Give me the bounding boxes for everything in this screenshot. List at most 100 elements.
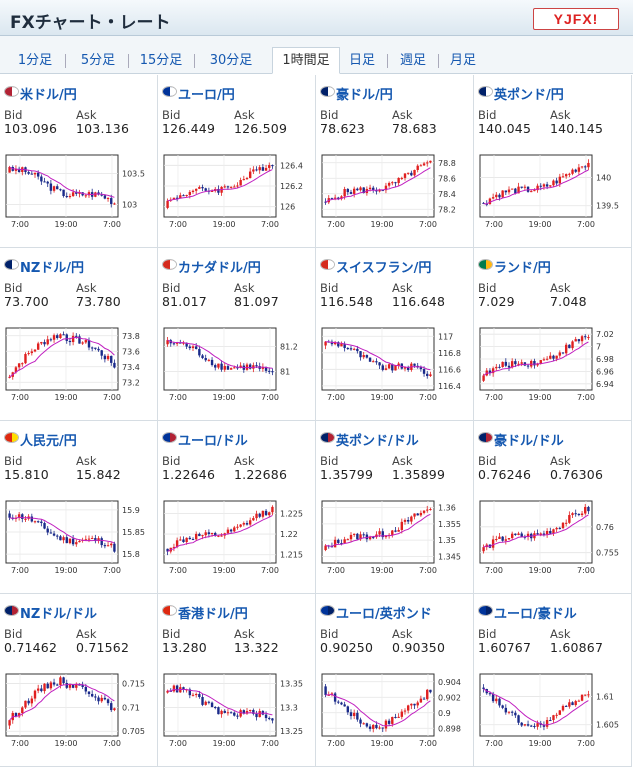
pair-link[interactable]: 香港ドル/円 bbox=[178, 607, 248, 622]
pair-link[interactable]: ランド/円 bbox=[494, 261, 551, 276]
mini-chart[interactable]: 103.5 103 7:00 19:00 7:00 bbox=[0, 147, 158, 239]
pair-link[interactable]: ユーロ/英ポンド bbox=[336, 607, 432, 622]
pair-link[interactable]: 豪ドル/ドル bbox=[494, 434, 564, 449]
candle-body bbox=[217, 707, 220, 715]
y-tick-label: 13.25 bbox=[280, 727, 303, 736]
candlestick-chart: 73.873.673.473.27:00 19:00 7:00 bbox=[5, 327, 140, 402]
candle-body bbox=[106, 198, 110, 200]
x-tick-label: 7:00 bbox=[261, 739, 279, 748]
candle-body bbox=[191, 539, 195, 541]
currency-flag-icon bbox=[4, 432, 19, 443]
pair-link[interactable]: NZドル/円 bbox=[20, 261, 85, 276]
candle-body bbox=[349, 348, 353, 350]
candle-body bbox=[340, 343, 343, 347]
candle-body bbox=[574, 339, 577, 342]
tab-0[interactable]: 1分足 bbox=[17, 53, 53, 68]
mini-chart[interactable]: 1.225 1.22 1.215 7:00 19:00 7:00 bbox=[158, 493, 316, 585]
mini-chart[interactable]: 140 139.5 7:00 19:00 7:00 bbox=[474, 147, 632, 239]
mini-chart[interactable]: 117 116.8 116.6 116.4 7:00 19:00 7:00 bbox=[316, 320, 474, 412]
y-tick-label: 0.902 bbox=[438, 693, 461, 702]
mini-chart[interactable]: 13.35 13.3 13.25 7:00 19:00 7:00 bbox=[158, 666, 316, 758]
mini-chart[interactable]: 73.8 73.6 73.4 73.2 7:00 19:00 7:00 bbox=[0, 320, 158, 412]
candle-body bbox=[349, 192, 353, 194]
x-tick-label: 7:00 bbox=[419, 393, 437, 402]
candle-body bbox=[204, 188, 207, 191]
candle-body bbox=[587, 694, 590, 696]
pair-link[interactable]: NZドル/ドル bbox=[20, 607, 98, 622]
mini-chart[interactable]: 1.61 1.605 7:00 19:00 7:00 bbox=[474, 666, 632, 758]
bid-label: Bid bbox=[478, 627, 497, 641]
candle-body bbox=[217, 535, 220, 537]
mini-chart[interactable]: 0.76 0.755 7:00 19:00 7:00 bbox=[474, 493, 632, 585]
candle-body bbox=[397, 716, 400, 718]
ask-value: 13.322 bbox=[234, 640, 279, 655]
mini-chart[interactable]: 81.2 81 7:00 19:00 7:00 bbox=[158, 320, 316, 412]
candle-body bbox=[242, 710, 246, 714]
candle-body bbox=[252, 169, 255, 172]
tab-1[interactable]: 5分足 bbox=[80, 53, 116, 68]
y-tick-label: 126.2 bbox=[280, 182, 303, 191]
plot-frame bbox=[321, 327, 435, 391]
candle-body bbox=[416, 165, 419, 170]
candle-body bbox=[564, 522, 568, 524]
candle-body bbox=[75, 542, 78, 545]
candle-body bbox=[552, 180, 555, 186]
candle-body bbox=[33, 349, 37, 352]
mini-chart[interactable]: 0.715 0.71 0.705 7:00 19:00 7:00 bbox=[0, 666, 158, 758]
candle-body bbox=[555, 180, 558, 184]
tab-4[interactable]: 1時間足 bbox=[272, 47, 340, 74]
yjfx-logo[interactable]: YJFX! bbox=[533, 8, 619, 30]
tab-7[interactable]: 月足 bbox=[449, 53, 476, 68]
candle-body bbox=[416, 513, 419, 516]
candle-body bbox=[356, 348, 359, 352]
moving-average-line bbox=[167, 514, 273, 552]
ask-value: 0.71562 bbox=[76, 640, 130, 655]
pair-link[interactable]: 英ポンド/円 bbox=[494, 88, 564, 103]
tab-3[interactable]: 30分足 bbox=[209, 53, 253, 68]
x-tick-label: 7:00 bbox=[327, 739, 345, 748]
candle-body bbox=[255, 365, 258, 367]
mini-chart[interactable]: 78.8 78.6 78.4 78.2 7:00 19:00 7:00 bbox=[316, 147, 474, 239]
candle-body bbox=[426, 162, 429, 164]
candle-body bbox=[59, 189, 62, 191]
candle-body bbox=[574, 701, 577, 706]
candle-body bbox=[65, 196, 68, 198]
candle-body bbox=[542, 724, 546, 727]
candle-body bbox=[236, 367, 239, 369]
pair-link[interactable]: ユーロ/円 bbox=[178, 88, 235, 103]
tab-5[interactable]: 日足 bbox=[348, 53, 375, 68]
pair-link[interactable]: 人民元/円 bbox=[20, 434, 77, 449]
mini-chart[interactable]: 0.904 0.902 0.9 0.898 7:00 19:00 7:00 bbox=[316, 666, 474, 758]
mini-chart[interactable]: 7.02 7 6.98 6.96 6.94 7:00 19:00 7:00 bbox=[474, 320, 632, 412]
mini-chart[interactable]: 15.9 15.85 15.8 7:00 19:00 7:00 bbox=[0, 493, 158, 585]
candle-body bbox=[510, 533, 514, 539]
candle-body bbox=[264, 714, 268, 719]
pair-link[interactable]: 豪ドル/円 bbox=[336, 88, 393, 103]
candle-body bbox=[75, 335, 78, 337]
tab-6[interactable]: 週足 bbox=[399, 53, 426, 68]
candle-body bbox=[255, 513, 258, 519]
candle-body bbox=[501, 361, 504, 368]
candle-body bbox=[210, 191, 214, 193]
candle-body bbox=[549, 355, 552, 359]
candle-body bbox=[40, 176, 43, 182]
x-tick-label: 7:00 bbox=[419, 566, 437, 575]
pair-link[interactable]: ユーロ/ドル bbox=[178, 434, 248, 449]
mini-chart[interactable]: 126.4 126.2 126 7:00 19:00 7:00 bbox=[158, 147, 316, 239]
candle-body bbox=[226, 186, 230, 188]
x-tick-label: 7:00 bbox=[103, 739, 121, 748]
pair-link[interactable]: 英ポンド/ドル bbox=[336, 434, 419, 449]
pair-link[interactable]: カナダドル/円 bbox=[178, 261, 261, 276]
tab-2[interactable]: 15分足 bbox=[139, 53, 183, 68]
candle-body bbox=[533, 190, 536, 192]
pair-link[interactable]: スイスフラン/円 bbox=[336, 261, 432, 276]
pair-link[interactable]: ユーロ/豪ドル bbox=[494, 607, 577, 622]
candle-body bbox=[17, 514, 21, 518]
mini-chart[interactable]: 1.36 1.355 1.35 1.345 7:00 19:00 7:00 bbox=[316, 493, 474, 585]
pair-link[interactable]: 米ドル/円 bbox=[20, 88, 77, 103]
moving-average-line bbox=[9, 166, 115, 198]
candle-body bbox=[397, 529, 400, 532]
candle-body bbox=[495, 539, 498, 541]
candle-body bbox=[21, 514, 24, 519]
